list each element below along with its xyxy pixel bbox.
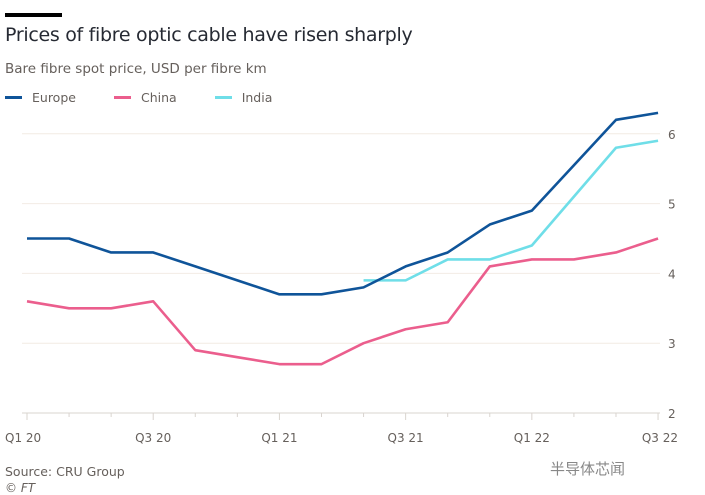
x-tick-label: Q1 20 bbox=[5, 431, 41, 445]
x-tick-label: Q1 21 bbox=[261, 431, 297, 445]
series-line-china bbox=[26, 237, 659, 366]
x-tick-label: Q3 20 bbox=[135, 431, 171, 445]
chart-title: Prices of fibre optic cable have risen s… bbox=[5, 24, 413, 46]
legend-item-india: India bbox=[214, 90, 273, 105]
ft-header-bar bbox=[5, 13, 62, 17]
x-tick-label: Q1 22 bbox=[514, 431, 550, 445]
legend-item-china: China bbox=[113, 90, 177, 105]
x-tick-label: Q3 21 bbox=[388, 431, 424, 445]
chart-subtitle: Bare fibre spot price, USD per fibre km bbox=[5, 61, 267, 77]
source-note: Source: CRU Group bbox=[5, 464, 125, 479]
legend-swatch-europe bbox=[5, 96, 22, 99]
legend-swatch-india bbox=[214, 96, 232, 99]
copyright: © FT bbox=[5, 481, 36, 495]
series-line-europe bbox=[27, 111, 659, 296]
legend-label-india: India bbox=[241, 90, 273, 105]
legend-label-china: China bbox=[140, 90, 177, 105]
watermark: 半导体芯闻 bbox=[550, 460, 626, 478]
x-tick-label: Q3 22 bbox=[642, 431, 678, 445]
series-line-india bbox=[363, 139, 659, 282]
y-tick-label: 5 bbox=[668, 198, 676, 212]
legend-label-europe: Europe bbox=[32, 90, 76, 105]
legend-swatch-china bbox=[113, 96, 131, 99]
legend-item-europe: Europe bbox=[5, 90, 76, 105]
y-tick-label: 6 bbox=[668, 128, 676, 142]
legend: Europe China India bbox=[5, 90, 310, 105]
y-tick-label: 3 bbox=[668, 337, 676, 351]
y-tick-label: 4 bbox=[668, 267, 676, 281]
y-tick-label: 2 bbox=[668, 407, 676, 421]
